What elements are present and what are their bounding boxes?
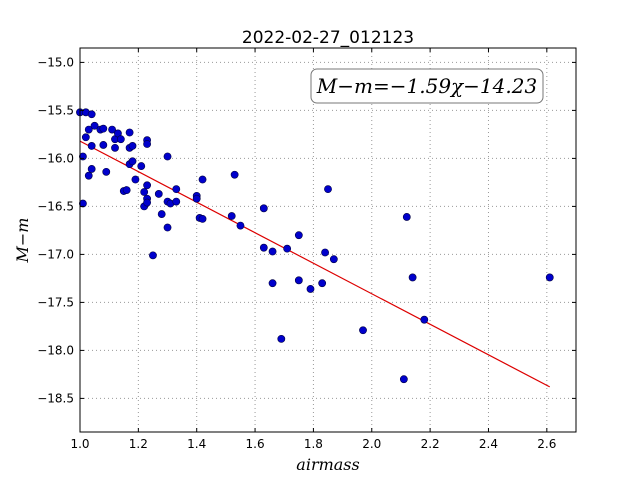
data-point [329, 255, 338, 264]
data-point [143, 198, 152, 207]
x-tick-label: 1.6 [246, 437, 265, 451]
data-point [294, 231, 303, 240]
y-tick-label: −15.5 [37, 103, 74, 117]
annotation-box-frame [310, 68, 544, 104]
plot-area-frame [79, 47, 577, 433]
data-point [131, 175, 140, 184]
fit-equation-box: M−m=−1.59χ−14.23 [310, 68, 544, 104]
data-point [87, 142, 96, 150]
y-tick-label: −17.5 [37, 295, 74, 309]
y-axis-label: M−m [13, 218, 32, 264]
data-points [76, 108, 554, 384]
fit-line-group [79, 140, 551, 388]
x-axis-label: airmass [296, 455, 359, 474]
data-point [294, 276, 303, 285]
fit-line [79, 140, 551, 388]
data-point [79, 199, 87, 208]
x-tick-label: 2.6 [537, 437, 556, 451]
y-axis-ticks: −15.0 −15.5 −16.0 −16.5 −17.0 −17.5 −18.0 −18.5 [37, 55, 576, 405]
data-point [399, 375, 408, 384]
data-point [108, 125, 116, 134]
data-point [143, 140, 152, 148]
data-point [230, 170, 239, 179]
data-point [408, 273, 417, 282]
data-point [140, 188, 149, 196]
data-point [268, 279, 277, 288]
y-tick-label: −16.5 [37, 199, 74, 213]
data-point [87, 165, 96, 173]
x-tick-label: 1.4 [187, 437, 206, 451]
data-point [87, 110, 96, 119]
data-point [283, 244, 292, 253]
data-point [259, 204, 268, 213]
x-tick-label: 2.2 [421, 437, 440, 451]
data-point [259, 243, 268, 252]
data-point [157, 210, 166, 218]
data-point [420, 315, 429, 324]
data-point [198, 214, 207, 223]
data-point [402, 213, 411, 221]
fit-equation-text: M−m=−1.59χ−14.23 [316, 74, 537, 98]
data-point [163, 223, 172, 232]
data-point [545, 273, 554, 282]
data-point [125, 128, 134, 137]
data-point [81, 133, 90, 142]
x-tick-label: 1.2 [129, 437, 148, 451]
y-tick-label: −17.0 [37, 247, 74, 261]
y-tick-label: −16.0 [37, 151, 74, 165]
data-point [236, 221, 245, 230]
data-point [84, 171, 93, 180]
x-axis-ticks: 1.0 1.2 1.4 1.6 1.8 2.0 2.2 2.4 2.6 [70, 48, 556, 451]
data-point [359, 326, 367, 335]
y-tick-label: −18.0 [37, 343, 74, 357]
data-point [137, 162, 146, 170]
data-point [99, 124, 108, 133]
data-point [324, 185, 332, 194]
x-tick-label: 1.0 [70, 437, 89, 451]
x-tick-label: 2.4 [479, 437, 498, 451]
data-point [149, 251, 157, 260]
data-point [227, 212, 236, 220]
data-point [321, 248, 329, 257]
data-point [318, 279, 327, 288]
data-point [99, 141, 108, 149]
data-point [198, 175, 207, 184]
data-point [277, 334, 286, 343]
data-point [143, 181, 152, 190]
y-tick-label: −18.5 [37, 391, 74, 405]
y-tick-label: −15.0 [37, 55, 74, 69]
chart-title: 2022-02-27_012123 [242, 28, 414, 48]
data-point [154, 190, 163, 198]
data-point [128, 157, 137, 166]
data-point [90, 121, 99, 130]
data-point [163, 152, 172, 161]
data-point [128, 142, 137, 150]
x-tick-label: 2.0 [362, 437, 381, 451]
data-point [268, 247, 277, 256]
data-point [306, 285, 315, 293]
data-point [116, 135, 125, 144]
data-point [102, 167, 111, 176]
data-point [172, 197, 181, 206]
data-point [84, 125, 93, 134]
data-point [122, 186, 131, 194]
data-point [111, 143, 119, 152]
data-point [192, 194, 201, 203]
data-point [172, 185, 181, 194]
x-tick-label: 1.8 [304, 437, 323, 451]
